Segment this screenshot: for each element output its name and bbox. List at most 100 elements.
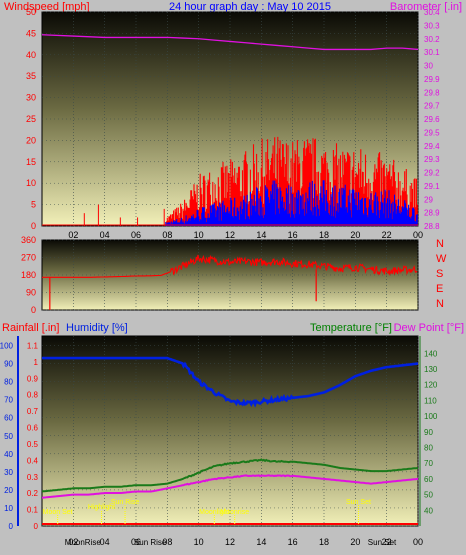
wind-x-tick-label: 18: [319, 230, 329, 240]
wind-x-tick-label: 12: [225, 230, 235, 240]
compass-label: W: [436, 253, 447, 265]
baro-tick-label: 30.1: [424, 48, 440, 57]
hum-x-tick-label: 04: [100, 537, 110, 547]
humidity-tick-label: 70: [4, 396, 13, 405]
temp-tick-label: 120: [424, 381, 438, 390]
compass-label: E: [436, 283, 443, 295]
event-label: Sun Rise: [111, 499, 140, 506]
hum-x-tick-label: 12: [225, 537, 235, 547]
temp-tick-label: 60: [424, 475, 433, 484]
dewpoint-line: [41, 474, 419, 499]
wind-tick-label: 45: [26, 28, 36, 38]
wind-tick-label: 50: [26, 7, 36, 17]
humidity-tick-label: 90: [4, 360, 13, 369]
temp-tick-label: 130: [424, 365, 438, 374]
baro-tick-label: 30: [424, 62, 433, 71]
humidity-label: Humidity [%]: [66, 322, 128, 334]
humidity-tick-label: 80: [4, 378, 13, 387]
bottom-event-label: Sun Set: [368, 538, 397, 547]
humidity-line: [42, 356, 419, 408]
baro-line: [41, 34, 419, 51]
temp-tick-label: 70: [424, 459, 433, 468]
wind-tick-label: 10: [26, 178, 36, 188]
dir-tick-label: 90: [26, 288, 36, 298]
humidity-tick-label: 50: [4, 432, 13, 441]
humidity-tick-label: 0: [9, 522, 14, 531]
baro-tick-label: 28.9: [424, 209, 440, 218]
direction-trace: [42, 254, 418, 278]
compass-label: S: [436, 268, 443, 280]
rain-tick-label: 0.5: [27, 440, 39, 449]
humidity-tick-label: 20: [4, 486, 13, 495]
hum-x-tick-label: 20: [350, 537, 360, 547]
baro-tick-label: 29.4: [424, 142, 440, 151]
humidity-tick-label: 60: [4, 414, 13, 423]
humidity-panel: [41, 335, 419, 527]
baro-tick-label: 29.3: [424, 155, 440, 164]
wind-x-tick-label: 20: [350, 230, 360, 240]
baro-tick-label: 29.8: [424, 88, 440, 97]
wind-x-tick-label: 04: [100, 230, 110, 240]
wind-x-tick-label: 14: [256, 230, 266, 240]
humidity-tick-label: 100: [0, 342, 14, 351]
wind-x-tick-label: 10: [194, 230, 204, 240]
dir-tick-label: 270: [21, 253, 36, 263]
event-label: Moon Set: [43, 509, 73, 516]
temperature-line: [41, 458, 419, 493]
baro-tick-label: 29: [424, 195, 433, 204]
wind-data: [41, 34, 419, 226]
wind-tick-label: 20: [26, 135, 36, 145]
wind-tick-label: 25: [26, 114, 36, 124]
wind-tick-label: 40: [26, 50, 36, 60]
rain-label: Rainfall [.in]: [2, 322, 59, 334]
humidity-tick-label: 30: [4, 468, 13, 477]
wind-x-tick-label: 16: [288, 230, 298, 240]
rain-tick-label: 0.2: [27, 489, 39, 498]
wind-x-tick-label: 22: [382, 230, 392, 240]
rain-tick-label: 0.7: [27, 407, 39, 416]
wind-tick-label: 5: [31, 200, 36, 210]
rain-tick-label: 1: [34, 358, 39, 367]
temp-tick-label: 90: [424, 428, 433, 437]
rain-tick-label: 0: [34, 522, 39, 531]
hum-x-tick-label: 00: [413, 537, 423, 547]
header-left: Windspeed [mph]: [4, 1, 90, 13]
rain-tick-label: 0.8: [27, 391, 39, 400]
hum-x-tick-label: 06: [131, 537, 141, 547]
wind-x-tick-label: 08: [162, 230, 172, 240]
temp-label: Temperature [°F]: [310, 322, 392, 334]
temp-tick-label: 140: [424, 349, 438, 358]
wind-tick-label: 35: [26, 71, 36, 81]
baro-tick-label: 28.8: [424, 222, 440, 231]
header-right: Barometer [.in]: [390, 1, 462, 13]
hum-x-tick-label: 22: [382, 537, 392, 547]
compass-label: N: [436, 298, 444, 310]
hum-x-tick-label: 14: [256, 537, 266, 547]
humidity-axis-ticks: 0 0.1 0.2 0.3 0.4 0.5 0.6 0.7 0.8 0.9 1 1.1 0 10 20 30 4…: [0, 336, 438, 547]
dew-label: Dew Point [°F]: [394, 322, 464, 334]
temp-tick-label: 50: [424, 491, 433, 500]
humidity-tick-label: 10: [4, 504, 13, 513]
hum-x-tick-label: 16: [288, 537, 298, 547]
baro-tick-label: 29.5: [424, 128, 440, 137]
event-label: Sun Set: [346, 499, 371, 506]
direction-grid: [42, 239, 419, 311]
bottom-event-label: MoonRise: [65, 538, 102, 547]
baro-tick-label: 30.3: [424, 21, 440, 30]
rain-tick-label: 0.9: [27, 374, 39, 383]
event-label: Moonrise: [220, 509, 249, 516]
baro-tick-label: 30.2: [424, 35, 440, 44]
temp-tick-label: 80: [424, 444, 433, 453]
rain-tick-label: 0.6: [27, 424, 39, 433]
rain-tick-label: 0.1: [27, 506, 39, 515]
wind-x-tick-label: 00: [413, 230, 423, 240]
wind-trace: [165, 180, 418, 226]
baro-tick-label: 29.9: [424, 75, 440, 84]
baro-tick-label: 29.7: [424, 102, 440, 111]
wind-tick-label: 30: [26, 93, 36, 103]
compass-label: N: [436, 238, 444, 250]
hum-x-tick-label: 18: [319, 537, 329, 547]
rain-tick-label: 0.3: [27, 473, 39, 482]
